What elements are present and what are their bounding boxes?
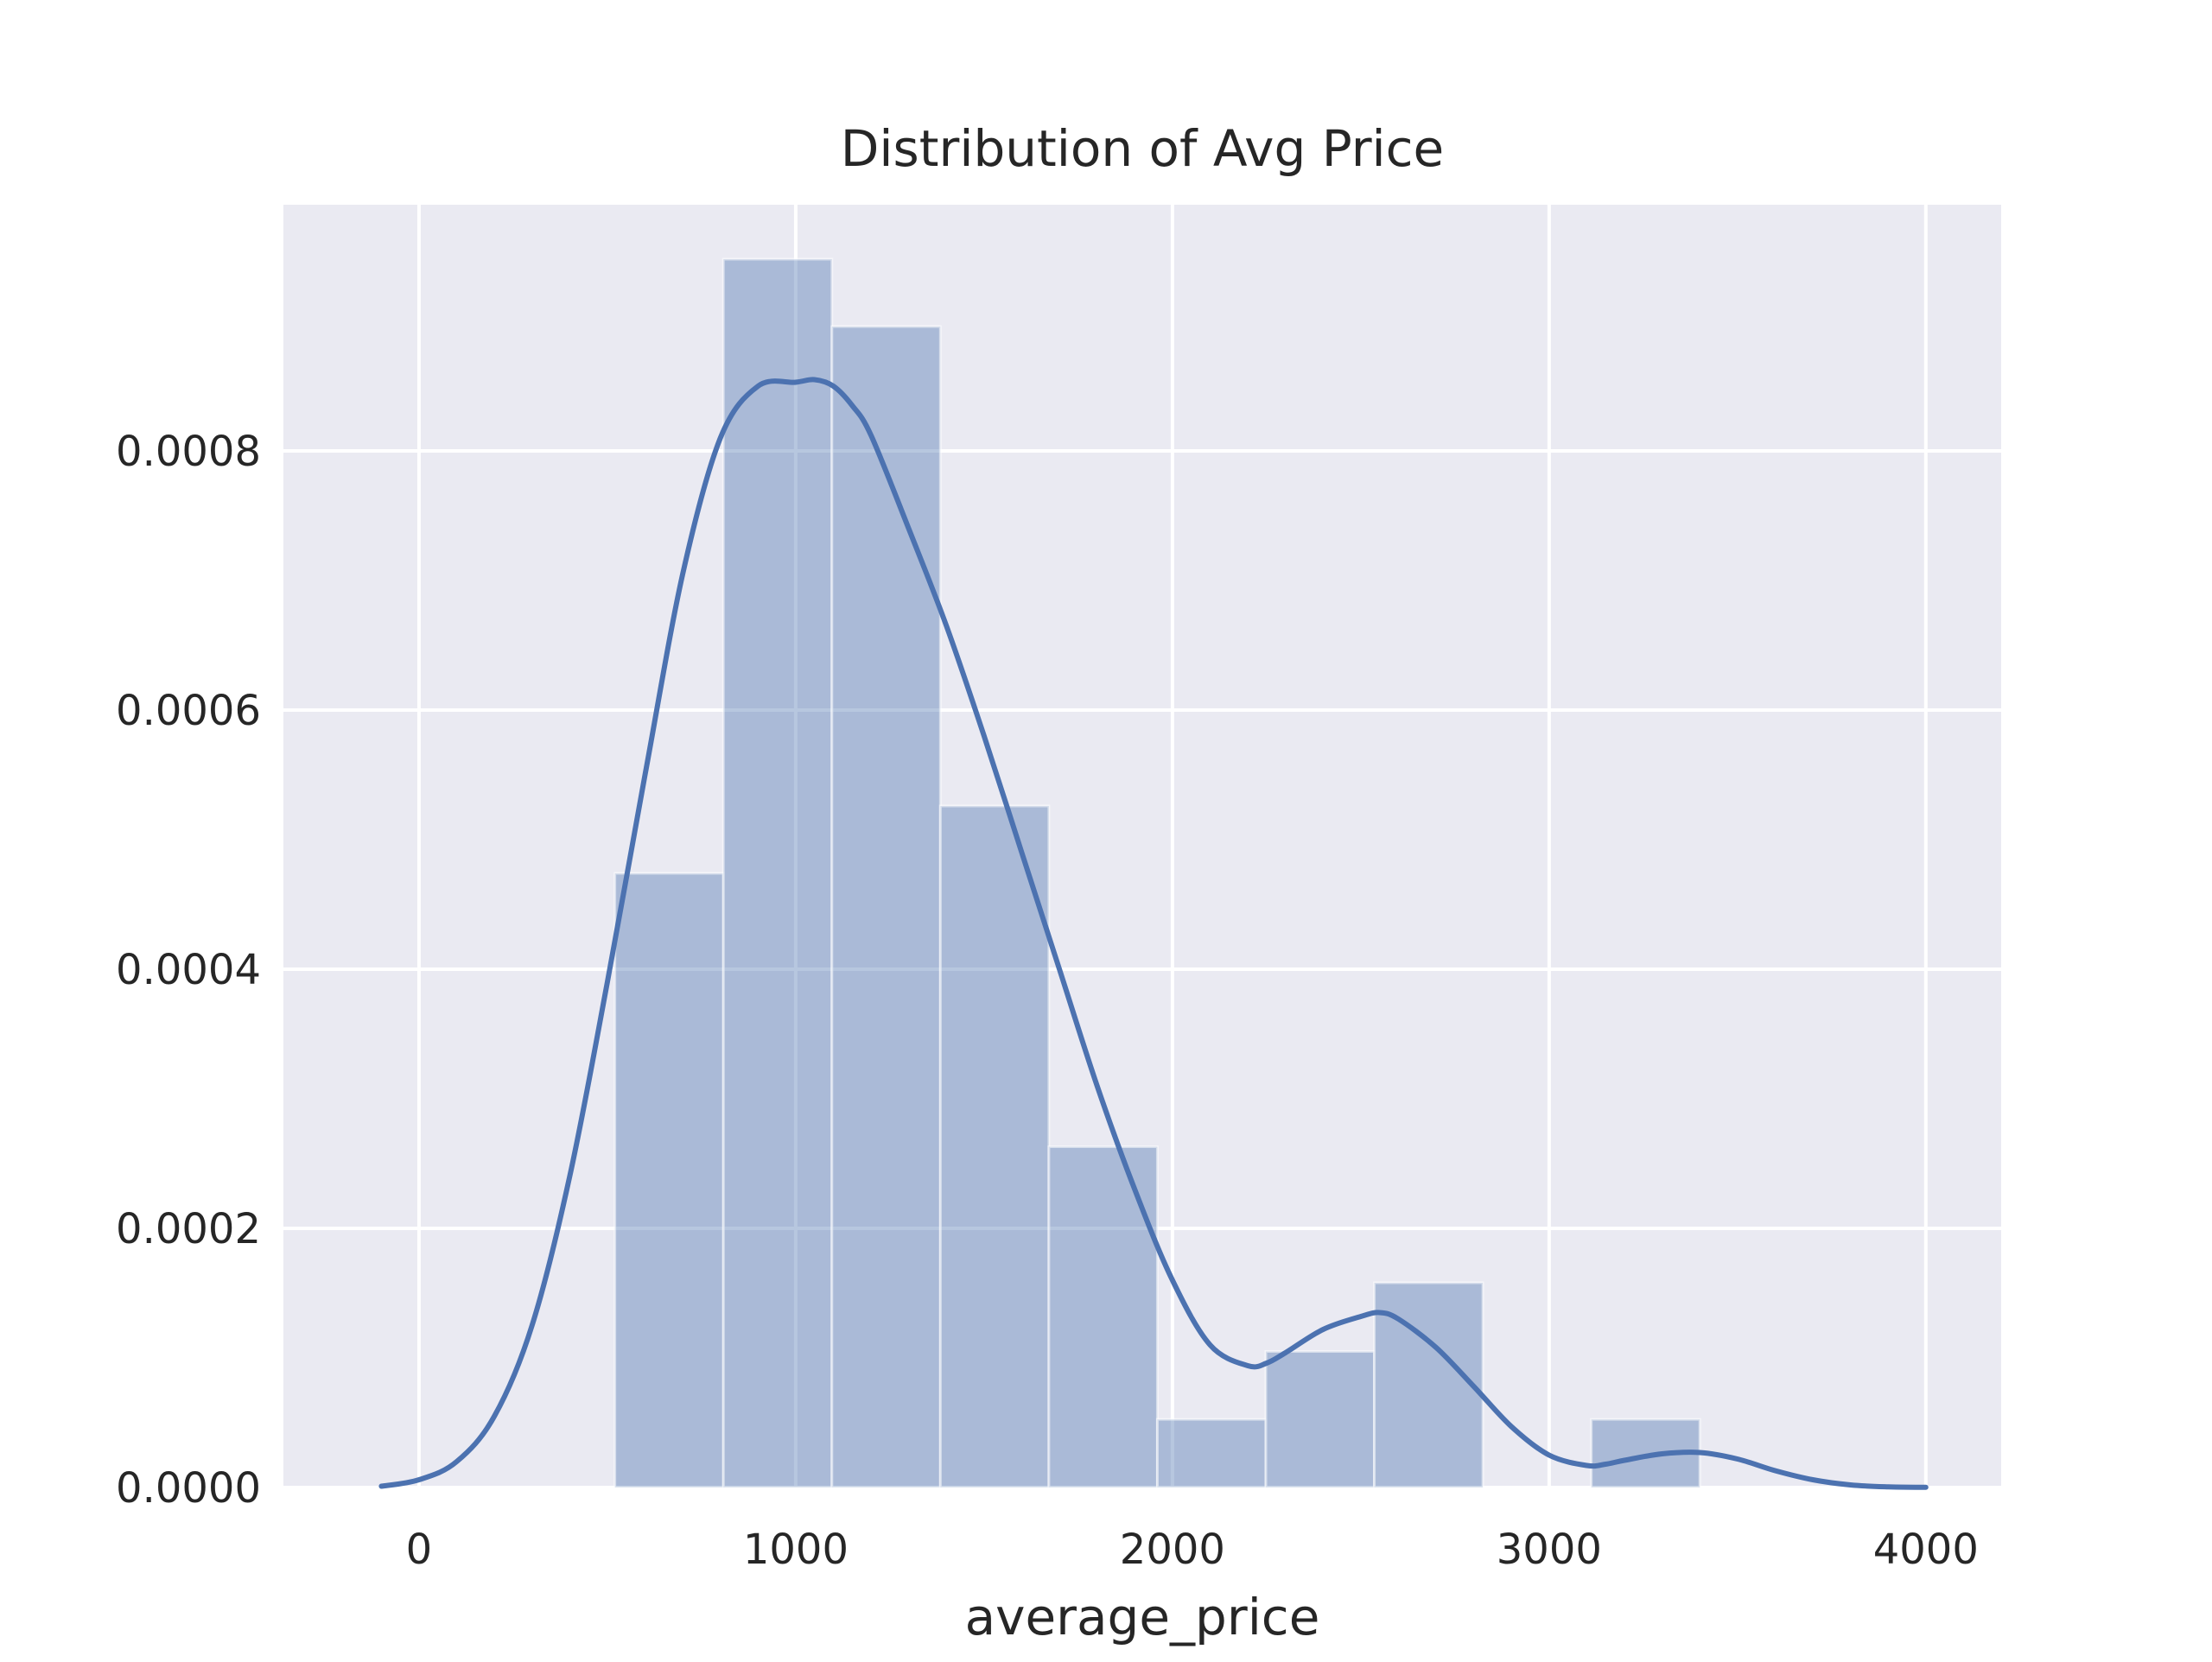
- x-tick-label: 1000: [743, 1526, 849, 1574]
- histogram-bar: [938, 804, 1051, 1489]
- chart-title: Distribution of Avg Price: [841, 119, 1445, 178]
- y-tick-label: 0.0002: [116, 1205, 261, 1253]
- x-tick-label: 3000: [1497, 1526, 1602, 1574]
- plot-background: [283, 205, 2001, 1488]
- histogram-bar: [613, 872, 725, 1489]
- histogram-bar: [721, 257, 834, 1489]
- x-tick-label: 0: [406, 1526, 433, 1574]
- y-tick-label: 0.0004: [116, 946, 261, 994]
- x-tick-label: 2000: [1120, 1526, 1225, 1574]
- histogram-bar: [1264, 1350, 1376, 1489]
- histogram-bar: [830, 325, 942, 1489]
- y-tick-label: 0.0006: [116, 687, 261, 735]
- histogram-bar: [1155, 1418, 1268, 1489]
- tick-labels: 0 1000 2000 3000 4000 0.0000 0.0002 0.0004 0.000…: [116, 428, 1979, 1574]
- histogram-bars: [613, 257, 1701, 1489]
- x-tick-label: 4000: [1873, 1526, 1979, 1574]
- y-tick-label: 0.0008: [116, 428, 261, 476]
- histogram-bar: [1047, 1145, 1159, 1489]
- kde-curve: [378, 377, 1929, 1490]
- x-axis-label: average_price: [965, 1588, 1320, 1646]
- y-tick-label: 0.0000: [116, 1464, 261, 1513]
